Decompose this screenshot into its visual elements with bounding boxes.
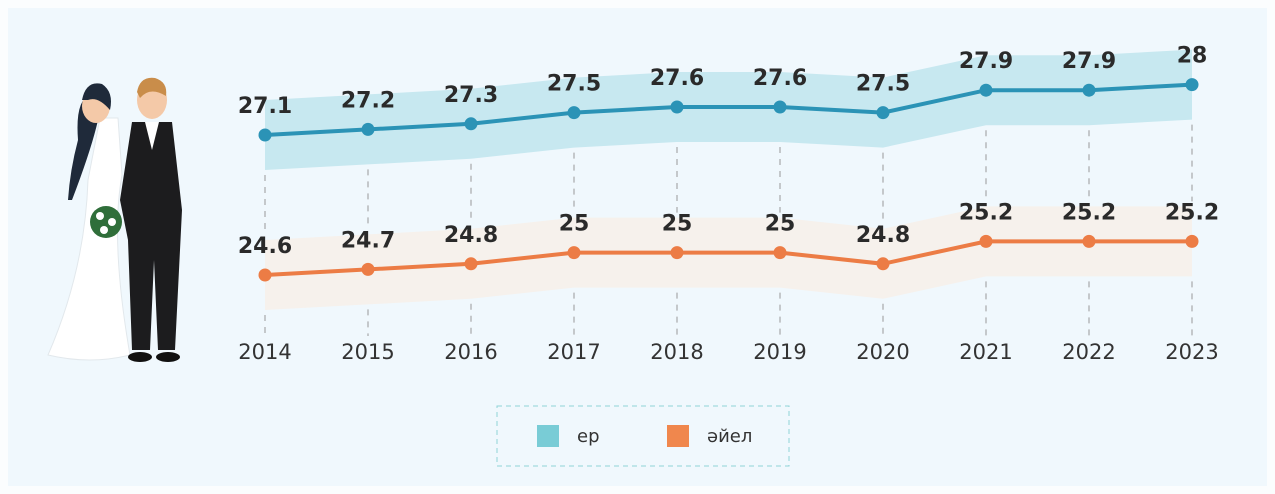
value-label: 27.6 (650, 66, 704, 91)
x-tick-label: 2016 (444, 340, 497, 364)
point (465, 117, 478, 130)
value-label: 27.3 (444, 83, 498, 108)
x-tick-label: 2017 (547, 340, 600, 364)
value-label: 27.2 (341, 88, 395, 113)
point (362, 263, 375, 276)
point (1083, 84, 1096, 97)
value-label: 24.8 (856, 223, 910, 248)
point (1083, 235, 1096, 248)
legend-label: әйел (707, 426, 752, 447)
point (774, 101, 787, 114)
legend-swatch (667, 425, 689, 447)
x-tick-label: 2014 (238, 340, 291, 364)
point (259, 129, 272, 142)
value-label: 25.2 (959, 200, 1013, 225)
value-label: 25 (662, 212, 693, 237)
value-label: 27.1 (238, 94, 292, 119)
x-tick-label: 2022 (1062, 340, 1115, 364)
legend-label: ер (577, 426, 600, 447)
point (877, 257, 890, 270)
point (671, 246, 684, 259)
point (980, 235, 993, 248)
point (980, 84, 993, 97)
point (465, 257, 478, 270)
point (568, 246, 581, 259)
value-label: 24.8 (444, 223, 498, 248)
value-label: 24.6 (238, 234, 292, 259)
value-label: 27.5 (856, 72, 910, 97)
point (1186, 78, 1199, 91)
x-tick-label: 2021 (959, 340, 1012, 364)
value-label: 24.7 (341, 228, 395, 253)
value-label: 27.9 (959, 49, 1013, 74)
point (362, 123, 375, 136)
value-label: 28 (1177, 44, 1208, 69)
x-tick-label: 2019 (753, 340, 806, 364)
x-tick-label: 2015 (341, 340, 394, 364)
x-tick-label: 2018 (650, 340, 703, 364)
point (1186, 235, 1199, 248)
value-label: 27.9 (1062, 49, 1116, 74)
value-label: 25 (559, 212, 590, 237)
value-label: 27.6 (753, 66, 807, 91)
x-tick-label: 2023 (1165, 340, 1218, 364)
point (671, 101, 684, 114)
value-label: 27.5 (547, 72, 601, 97)
point (774, 246, 787, 259)
value-label: 25.2 (1165, 200, 1219, 225)
point (259, 269, 272, 282)
chart: 2014 2015 2016 2017 2018 2019 2020 2021 2022 2023… (0, 0, 1275, 494)
point (877, 106, 890, 119)
legend-swatch (537, 425, 559, 447)
x-tick-label: 2020 (856, 340, 909, 364)
value-label: 25.2 (1062, 200, 1116, 225)
value-label: 25 (765, 212, 796, 237)
point (568, 106, 581, 119)
